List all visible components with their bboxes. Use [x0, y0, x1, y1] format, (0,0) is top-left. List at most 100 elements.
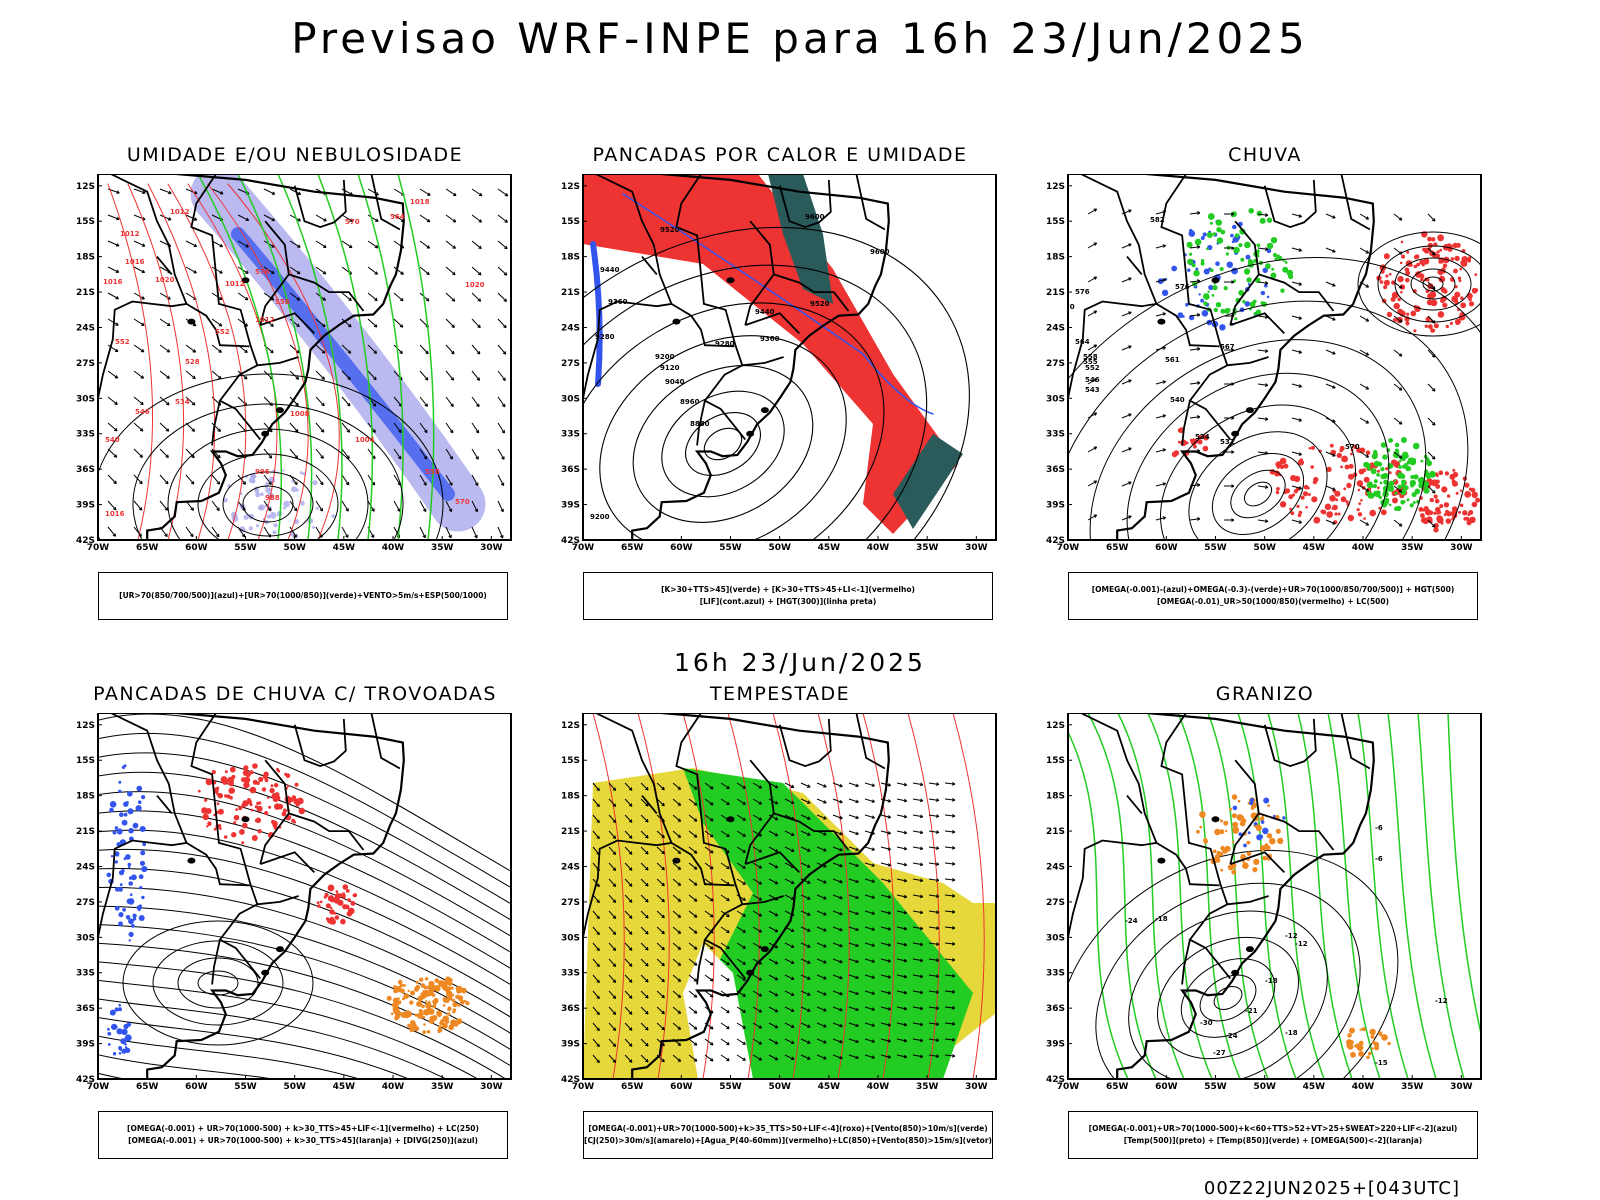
divergence-blue — [114, 905, 120, 911]
divergence-blue — [139, 826, 146, 832]
thunder-orange — [447, 981, 453, 986]
wind-vector — [661, 1026, 665, 1031]
streamline-arrow — [1431, 524, 1436, 528]
wind-vector — [672, 926, 681, 934]
wind-vector — [688, 862, 698, 870]
wind-vector — [816, 1038, 827, 1044]
streamline-arrow — [1257, 519, 1268, 522]
lat-tick-label: 27S — [76, 898, 95, 908]
wind-vector — [640, 974, 649, 983]
lat-tick-label: 24S — [1046, 862, 1065, 872]
rain-green — [1400, 437, 1407, 443]
omega-orange — [1347, 1033, 1352, 1038]
wind-arrow — [471, 292, 481, 302]
wind-arrow — [419, 422, 428, 433]
omega-orange — [1259, 845, 1266, 852]
map-frame — [97, 174, 512, 541]
wind-vector — [656, 910, 665, 919]
wind-vector — [800, 782, 811, 788]
rain-green — [1393, 479, 1397, 482]
wind-vector — [855, 927, 859, 932]
lon-tick-label: 60W — [185, 543, 208, 553]
humidity-cells — [250, 474, 254, 478]
wind-vector — [816, 1022, 827, 1028]
wind-vector — [592, 894, 600, 904]
wind-vector — [951, 877, 956, 882]
wind-vector — [672, 894, 681, 902]
streamline-arrow — [1121, 243, 1132, 249]
lon-tick-label: 30W — [480, 543, 503, 553]
thunder-red — [342, 904, 348, 910]
wind-arrow — [211, 474, 221, 485]
wind-vector — [839, 879, 843, 884]
legend-thunderstorm-showers: [OMEGA(-0.001) + UR>70(1000-500) + k>30_… — [98, 1111, 508, 1159]
wind-vector — [672, 990, 681, 998]
rain-red — [1439, 472, 1442, 475]
divergence-blue — [118, 921, 123, 927]
wind-vector — [709, 1042, 714, 1046]
wind-vector — [951, 845, 956, 850]
wind-vector — [784, 1054, 795, 1060]
wind-vector — [726, 1057, 730, 1062]
lake-mark — [726, 816, 735, 823]
border-line — [583, 713, 673, 938]
contour-label: 1012 — [120, 230, 140, 238]
wind-arrow — [374, 244, 379, 249]
divergence-blue — [127, 808, 134, 815]
rain-green — [1242, 300, 1246, 304]
divergence-blue — [127, 898, 135, 905]
rain-red — [1383, 253, 1390, 260]
contour-label: 582 — [1150, 216, 1165, 224]
wind-vector — [784, 1022, 795, 1028]
wind-arrow — [268, 481, 272, 485]
thunder-red — [204, 810, 208, 814]
lat-tick-label: 15S — [1046, 756, 1065, 766]
contour-label: -6 — [1375, 855, 1383, 863]
wind-vector — [608, 910, 617, 919]
rain-red — [1433, 494, 1438, 499]
divergence-blue — [123, 857, 127, 860]
thunder-orange — [441, 1022, 448, 1029]
contour-label: -18 — [1285, 1029, 1298, 1037]
wind-vector — [768, 814, 779, 821]
wind-vector — [592, 846, 600, 856]
thunder-red — [333, 911, 337, 915]
wind-vector — [928, 910, 939, 913]
streamline-arrow — [1291, 213, 1302, 218]
wind-arrow — [263, 292, 275, 301]
rain-red — [1276, 465, 1280, 469]
wind-vector — [864, 910, 875, 915]
contour-label: 1016 — [103, 278, 123, 286]
rain-red — [1336, 452, 1342, 459]
rain-green — [1207, 213, 1215, 220]
rain-green — [1413, 474, 1419, 480]
wind-vector — [928, 1022, 939, 1025]
rain-red — [1329, 495, 1336, 502]
contour-label: 540 — [1170, 396, 1185, 404]
coastline — [1116, 713, 1375, 1079]
rain-green — [1200, 261, 1205, 266]
rain-red — [1404, 267, 1410, 273]
wind-arrow — [497, 526, 504, 539]
wind-vector — [720, 862, 730, 870]
legend-line: [OMEGA(-0.001) + UR>70(1000-500) + k>30_… — [127, 1124, 479, 1133]
wind-vector — [807, 896, 811, 900]
wind-arrow — [245, 244, 249, 248]
wind-vector — [656, 782, 665, 791]
wind-vector — [864, 974, 875, 979]
wind-arrow — [289, 188, 301, 195]
contour-label: 564 — [1075, 338, 1090, 346]
omega-orange — [1236, 814, 1244, 821]
rain-red — [1308, 447, 1312, 450]
wind-vector — [726, 961, 730, 966]
rain-green — [1397, 472, 1404, 479]
wind-arrow — [241, 533, 246, 538]
wind-vector — [800, 990, 811, 996]
wind-vector — [944, 798, 955, 801]
wind-arrow — [107, 240, 120, 247]
omega-orange — [1199, 811, 1206, 818]
thunder-red — [204, 798, 208, 802]
streamline-arrow — [1155, 380, 1166, 385]
wind-vector — [823, 896, 827, 900]
wind-vector — [628, 851, 633, 855]
